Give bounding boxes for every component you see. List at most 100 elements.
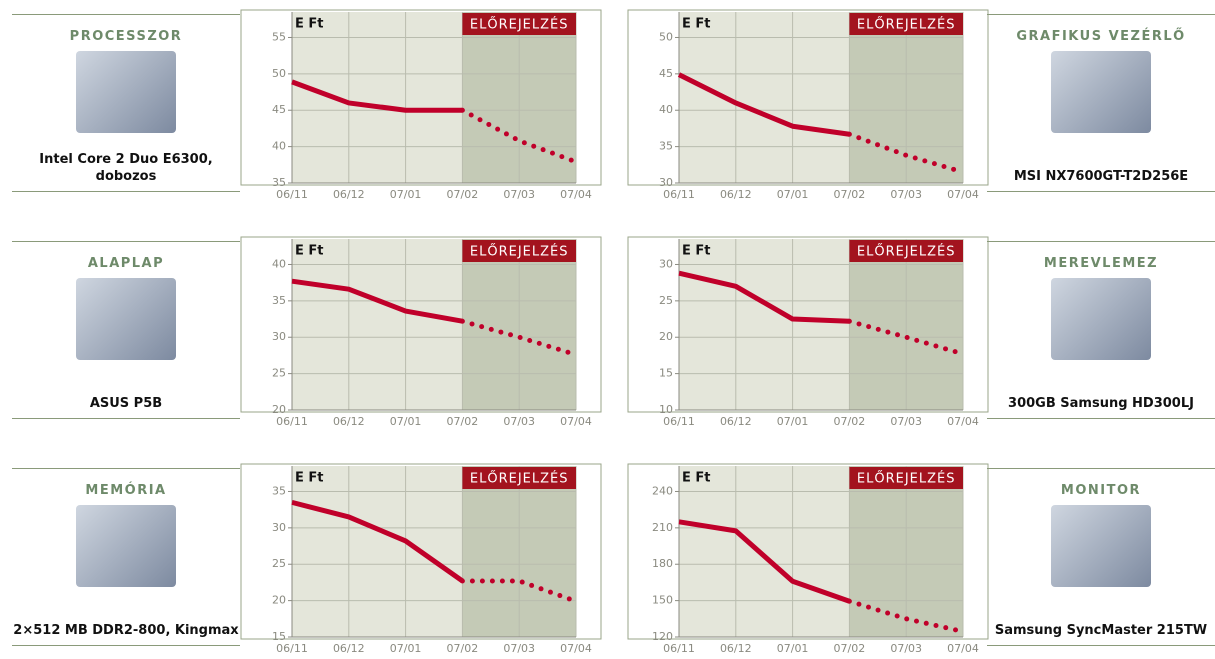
product-image (1051, 51, 1151, 133)
product-panel: MONITOR Samsung SyncMaster 215TW (987, 468, 1215, 646)
x-tick-label: 07/04 (560, 188, 592, 201)
product-image (1051, 278, 1151, 360)
y-tick-label: 50 (659, 30, 673, 43)
x-tick-label: 06/11 (663, 188, 695, 201)
product-category: GRAFIKUS VEZÉRLŐ (1016, 29, 1186, 44)
y-tick-label: 30 (659, 176, 673, 189)
y-tick-label: 15 (659, 367, 673, 380)
product-name: 2×512 MB DDR2-800, Kingmax (13, 623, 239, 638)
x-tick-label: 06/11 (276, 642, 308, 655)
product-panel: ALAPLAP ASUS P5B (12, 241, 240, 419)
y-tick-label: 30 (659, 257, 673, 270)
annotation: ELŐREJELZÉS (470, 244, 569, 260)
x-tick-label: 07/01 (390, 415, 422, 428)
product-panel: MEMÓRIA 2×512 MB DDR2-800, Kingmax (12, 468, 240, 646)
annotation-box (849, 240, 963, 262)
data-line (459, 578, 579, 604)
annotation-box (849, 13, 963, 35)
annotation-box (462, 467, 576, 489)
y-tick-label: 10 (659, 403, 673, 416)
data-line (459, 318, 579, 358)
x-tick-label: 07/03 (503, 188, 535, 201)
x-tick-label: 07/01 (777, 415, 809, 428)
product-image (76, 505, 176, 587)
y-tick-label: 25 (272, 367, 286, 380)
x-tick-label: 07/01 (777, 188, 809, 201)
data-line (846, 131, 966, 175)
x-tick-label: 07/01 (390, 188, 422, 201)
y-axis-label: E Ft (682, 471, 711, 486)
x-tick-label: 07/03 (890, 188, 922, 201)
x-tick-label: 07/03 (503, 642, 535, 655)
x-tick-label: 06/12 (720, 188, 752, 201)
x-tick-label: 07/03 (890, 415, 922, 428)
y-tick-label: 55 (272, 30, 286, 43)
y-tick-label: 240 (652, 484, 673, 497)
y-tick-label: 40 (272, 257, 286, 270)
data-line (291, 278, 463, 324)
annotation: ELŐREJELZÉS (857, 244, 956, 260)
y-tick-label: 20 (272, 403, 286, 416)
x-tick-label: 07/01 (777, 642, 809, 655)
x-tick-label: 07/04 (560, 642, 592, 655)
y-axis-label: E Ft (295, 244, 324, 259)
product-panel: MEREVLEMEZ 300GB Samsung HD300LJ (987, 241, 1215, 419)
x-tick-label: 07/02 (447, 642, 479, 655)
product-category: MEREVLEMEZ (1043, 256, 1159, 271)
y-tick-label: 25 (272, 557, 286, 570)
y-tick-label: 35 (272, 176, 286, 189)
annotation: ELŐREJELZÉS (857, 17, 956, 33)
product-category: PROCESSZOR (69, 29, 183, 44)
y-tick-label: 210 (652, 521, 673, 534)
y-tick-label: 20 (272, 594, 286, 607)
product-category: ALAPLAP (87, 256, 165, 271)
product-name: Samsung SyncMaster 215TW (994, 623, 1208, 638)
product-name: 300GB Samsung HD300LJ (1008, 396, 1194, 411)
y-tick-label: 45 (659, 67, 673, 80)
y-tick-label: 35 (272, 294, 286, 307)
y-tick-label: 30 (272, 521, 286, 534)
y-tick-label: 40 (272, 140, 286, 153)
x-tick-label: 07/04 (947, 415, 979, 428)
data-line (846, 318, 966, 357)
data-line (291, 79, 463, 113)
data-line (459, 107, 579, 165)
data-line (678, 519, 851, 604)
product-image (76, 51, 176, 133)
x-tick-label: 07/02 (447, 188, 479, 201)
annotation-box (462, 240, 576, 262)
x-tick-label: 07/04 (947, 642, 979, 655)
y-tick-label: 20 (659, 330, 673, 343)
annotation: ELŐREJELZÉS (470, 17, 569, 33)
y-tick-label: 25 (659, 294, 673, 307)
data-line (291, 499, 464, 584)
x-tick-label: 07/02 (834, 415, 866, 428)
y-tick-label: 35 (272, 484, 286, 497)
y-tick-label: 30 (272, 330, 286, 343)
x-tick-label: 06/12 (333, 642, 365, 655)
x-tick-label: 06/12 (720, 415, 752, 428)
x-tick-label: 07/04 (947, 188, 979, 201)
product-category: MEMÓRIA (85, 483, 167, 498)
y-tick-label: 180 (652, 557, 673, 570)
product-name: MSI NX7600GT-T2D256E (1013, 169, 1189, 184)
y-tick-label: 150 (652, 594, 673, 607)
product-image (76, 278, 176, 360)
data-line (846, 598, 966, 635)
y-tick-label: 15 (272, 630, 286, 643)
annotation: ELŐREJELZÉS (857, 471, 956, 487)
product-name: ASUS P5B (89, 396, 163, 411)
x-tick-label: 06/11 (276, 415, 308, 428)
annotation: ELŐREJELZÉS (470, 471, 569, 487)
y-axis-label: E Ft (682, 244, 711, 259)
x-tick-label: 07/03 (890, 642, 922, 655)
product-panel: PROCESSZOR Intel Core 2 Duo E6300, dobozo… (12, 14, 240, 192)
data-line (678, 270, 850, 324)
x-tick-label: 07/02 (447, 415, 479, 428)
product-category: MONITOR (1060, 483, 1142, 498)
x-tick-label: 06/12 (333, 415, 365, 428)
annotation-box (462, 13, 576, 35)
x-tick-label: 06/12 (333, 188, 365, 201)
